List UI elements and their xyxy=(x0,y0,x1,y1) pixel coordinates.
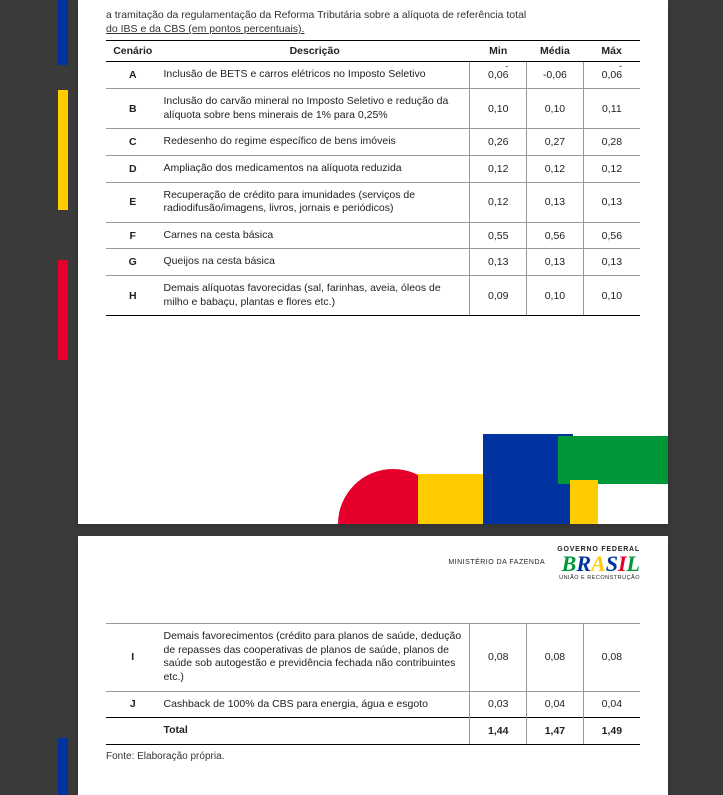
cell-cenario: H xyxy=(106,276,160,316)
cell-value: 0,13 xyxy=(583,182,640,222)
cell-cenario: B xyxy=(106,88,160,128)
cell-cenario: F xyxy=(106,222,160,249)
table-row: AInclusão de BETS e carros elétricos no … xyxy=(106,62,640,89)
cell-value: 0,08 xyxy=(470,624,527,692)
scenarios-table-cont: IDemais favorecimentos (crédito para pla… xyxy=(106,623,640,745)
gov-sub-label: UNIÃO E RECONSTRUÇÃO xyxy=(559,575,640,581)
cell-value: 0,08 xyxy=(583,624,640,692)
table-row: CRedesenho do regime específico de bens … xyxy=(106,129,640,156)
table-row: FCarnes na cesta básica0,550,560,56 xyxy=(106,222,640,249)
table-row: BInclusão do carvão mineral no Imposto S… xyxy=(106,88,640,128)
table-caption: a tramitação da regulamentação da Reform… xyxy=(106,8,640,36)
side-accent-blue xyxy=(58,0,68,65)
side-accent-yellow xyxy=(58,90,68,210)
cell-value: 0,28 xyxy=(583,129,640,156)
cell-descricao: Cashback de 100% da CBS para energia, ág… xyxy=(160,691,470,718)
cell-value: 0,11 xyxy=(583,88,640,128)
cell-descricao: Demais alíquotas favorecidas (sal, farin… xyxy=(160,276,470,316)
cell-value: 0,04 xyxy=(527,691,584,718)
cell-value: 0,12 xyxy=(583,155,640,182)
brasil-wordmark: B R A S I L xyxy=(562,553,640,575)
gov-header: MINISTÉRIO DA FAZENDA GOVERNO FEDERAL B … xyxy=(78,536,668,593)
total-row: Total 1,44 1,47 1,49 xyxy=(106,718,640,745)
cell-value: 0,12 xyxy=(470,182,527,222)
col-media: Média xyxy=(527,41,584,62)
cell-descricao: Queijos na cesta básica xyxy=(160,249,470,276)
footer-decor xyxy=(78,404,668,524)
caption-line-2: do IBS e da CBS (em pontos percentuais). xyxy=(106,23,304,35)
total-media: 1,47 xyxy=(527,718,584,745)
document-page-1: a tramitação da regulamentação da Reform… xyxy=(78,0,668,524)
caption-line-1: a tramitação da regulamentação da Reform… xyxy=(106,9,526,21)
cell-value: 0,08 xyxy=(527,624,584,692)
cell-descricao: Recuperação de crédito para imunidades (… xyxy=(160,182,470,222)
cell-value: 0,10 xyxy=(583,276,640,316)
col-min: Min xyxy=(470,41,527,62)
table-row: HDemais alíquotas favorecidas (sal, fari… xyxy=(106,276,640,316)
cell-descricao: Demais favorecimentos (crédito para plan… xyxy=(160,624,470,692)
cell-value: 0,04 xyxy=(583,691,640,718)
cell-value: 0,09 xyxy=(470,276,527,316)
col-descricao: Descrição xyxy=(160,41,470,62)
cell-value: -0,06 xyxy=(527,62,584,89)
cell-value: 0,56 xyxy=(583,222,640,249)
cell-value: 0,12 xyxy=(527,155,584,182)
cell-value: 0,03 xyxy=(470,691,527,718)
side-accent-blue-bottom xyxy=(58,738,68,795)
total-max: 1,49 xyxy=(583,718,640,745)
scenarios-table: Cenário Descrição Min Média Máx AInclusã… xyxy=(106,40,640,315)
total-min: 1,44 xyxy=(470,718,527,745)
cell-descricao: Redesenho do regime específico de bens i… xyxy=(160,129,470,156)
cell-value: 0,56 xyxy=(527,222,584,249)
cell-cenario: G xyxy=(106,249,160,276)
cell-descricao: Inclusão do carvão mineral no Imposto Se… xyxy=(160,88,470,128)
decor-rect-yellow xyxy=(570,480,598,524)
cell-cenario: D xyxy=(106,155,160,182)
cell-value: 0,27 xyxy=(527,129,584,156)
decor-rect-green xyxy=(558,436,668,484)
col-max: Máx xyxy=(583,41,640,62)
cell-cenario: E xyxy=(106,182,160,222)
table-row: ERecuperação de crédito para imunidades … xyxy=(106,182,640,222)
cell-value: 0,10 xyxy=(527,88,584,128)
table-row: JCashback de 100% da CBS para energia, á… xyxy=(106,691,640,718)
cell-value: 0,13 xyxy=(527,249,584,276)
total-label: Total xyxy=(160,718,470,745)
cell-value: 0,13 xyxy=(470,249,527,276)
cell-value: 0,12 xyxy=(470,155,527,182)
cell-cenario: C xyxy=(106,129,160,156)
document-page-2: MINISTÉRIO DA FAZENDA GOVERNO FEDERAL B … xyxy=(78,536,668,795)
cell-value: 0,10 xyxy=(470,88,527,128)
cell-cenario: A xyxy=(106,62,160,89)
side-accent-red xyxy=(58,260,68,360)
cell-value: 0,26 xyxy=(470,129,527,156)
cell-descricao: Inclusão de BETS e carros elétricos no I… xyxy=(160,62,470,89)
table-row: IDemais favorecimentos (crédito para pla… xyxy=(106,624,640,692)
cell-value: 0,55 xyxy=(470,222,527,249)
decor-square-yellow-small xyxy=(418,474,488,524)
cell-value: -0,06 xyxy=(583,62,640,89)
source-note: Fonte: Elaboração própria. xyxy=(106,751,640,762)
table-row: DAmpliação dos medicamentos na alíquota … xyxy=(106,155,640,182)
cell-descricao: Ampliação dos medicamentos na alíquota r… xyxy=(160,155,470,182)
cell-value: 0,10 xyxy=(527,276,584,316)
cell-value: 0,13 xyxy=(527,182,584,222)
cell-value: -0,06 xyxy=(470,62,527,89)
brasil-logo: GOVERNO FEDERAL B R A S I L UNIÃO E RECO… xyxy=(557,546,640,581)
table-row: GQueijos na cesta básica0,130,130,13 xyxy=(106,249,640,276)
cell-descricao: Carnes na cesta básica xyxy=(160,222,470,249)
col-cenario: Cenário xyxy=(106,41,160,62)
table-header-row: Cenário Descrição Min Média Máx xyxy=(106,41,640,62)
ministry-label: MINISTÉRIO DA FAZENDA xyxy=(448,559,545,567)
cell-cenario: I xyxy=(106,624,160,692)
cell-value: 0,13 xyxy=(583,249,640,276)
cell-cenario: J xyxy=(106,691,160,718)
